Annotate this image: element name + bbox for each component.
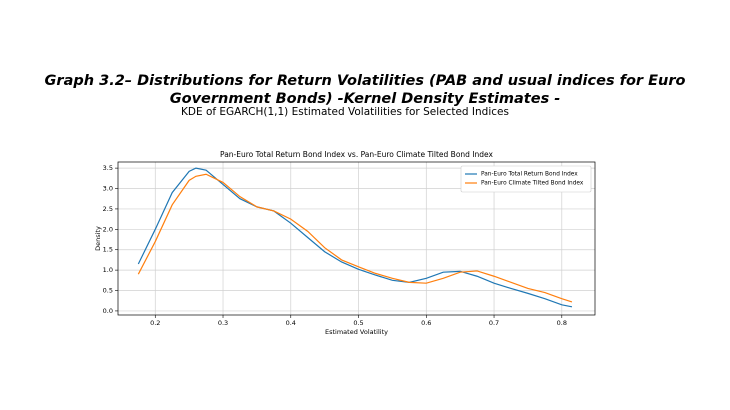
y-tick-label: 3.5 [103,164,113,172]
doc-title: Graph 3.2– Distributions for Return Vola… [0,72,730,108]
x-tick-label: 0.8 [557,319,567,327]
legend-label: Pan-Euro Total Return Bond Index [481,172,578,178]
legend-label: Pan-Euro Climate Tilted Bond Index [481,181,584,187]
y-tick-label: 1.5 [103,246,113,254]
legend-box [460,165,592,193]
y-tick-label: 2.5 [103,205,113,213]
plot-frame [117,161,596,316]
series-line [137,173,573,303]
y-tick-label: 1.0 [103,266,113,274]
title-line: Graph 3.2– Distributions for Return Vola… [44,73,686,89]
x-tick-label: 0.7 [489,319,499,327]
x-tick-label: 0.5 [353,319,363,327]
chart-title: Pan-Euro Total Return Bond Index vs. Pan… [220,150,494,159]
x-tick-label: 0.3 [218,319,228,327]
y-axis-label: Density [94,226,102,251]
y-tick-label: 0.0 [103,307,113,315]
doc-subtitle: KDE of EGARCH(1,1) Estimated Volatilitie… [181,106,509,118]
title-line: Government Bonds) -Kernel Density Estima… [169,91,561,107]
x-tick-label: 0.2 [150,319,160,327]
x-axis-label: Estimated Volatility [325,328,388,336]
series-line [137,167,573,308]
x-tick-label: 0.4 [286,319,296,327]
y-tick-label: 2.0 [103,225,113,233]
y-tick-label: 0.5 [103,287,113,295]
x-tick-label: 0.6 [421,319,431,327]
y-tick-label: 3.0 [103,185,113,193]
